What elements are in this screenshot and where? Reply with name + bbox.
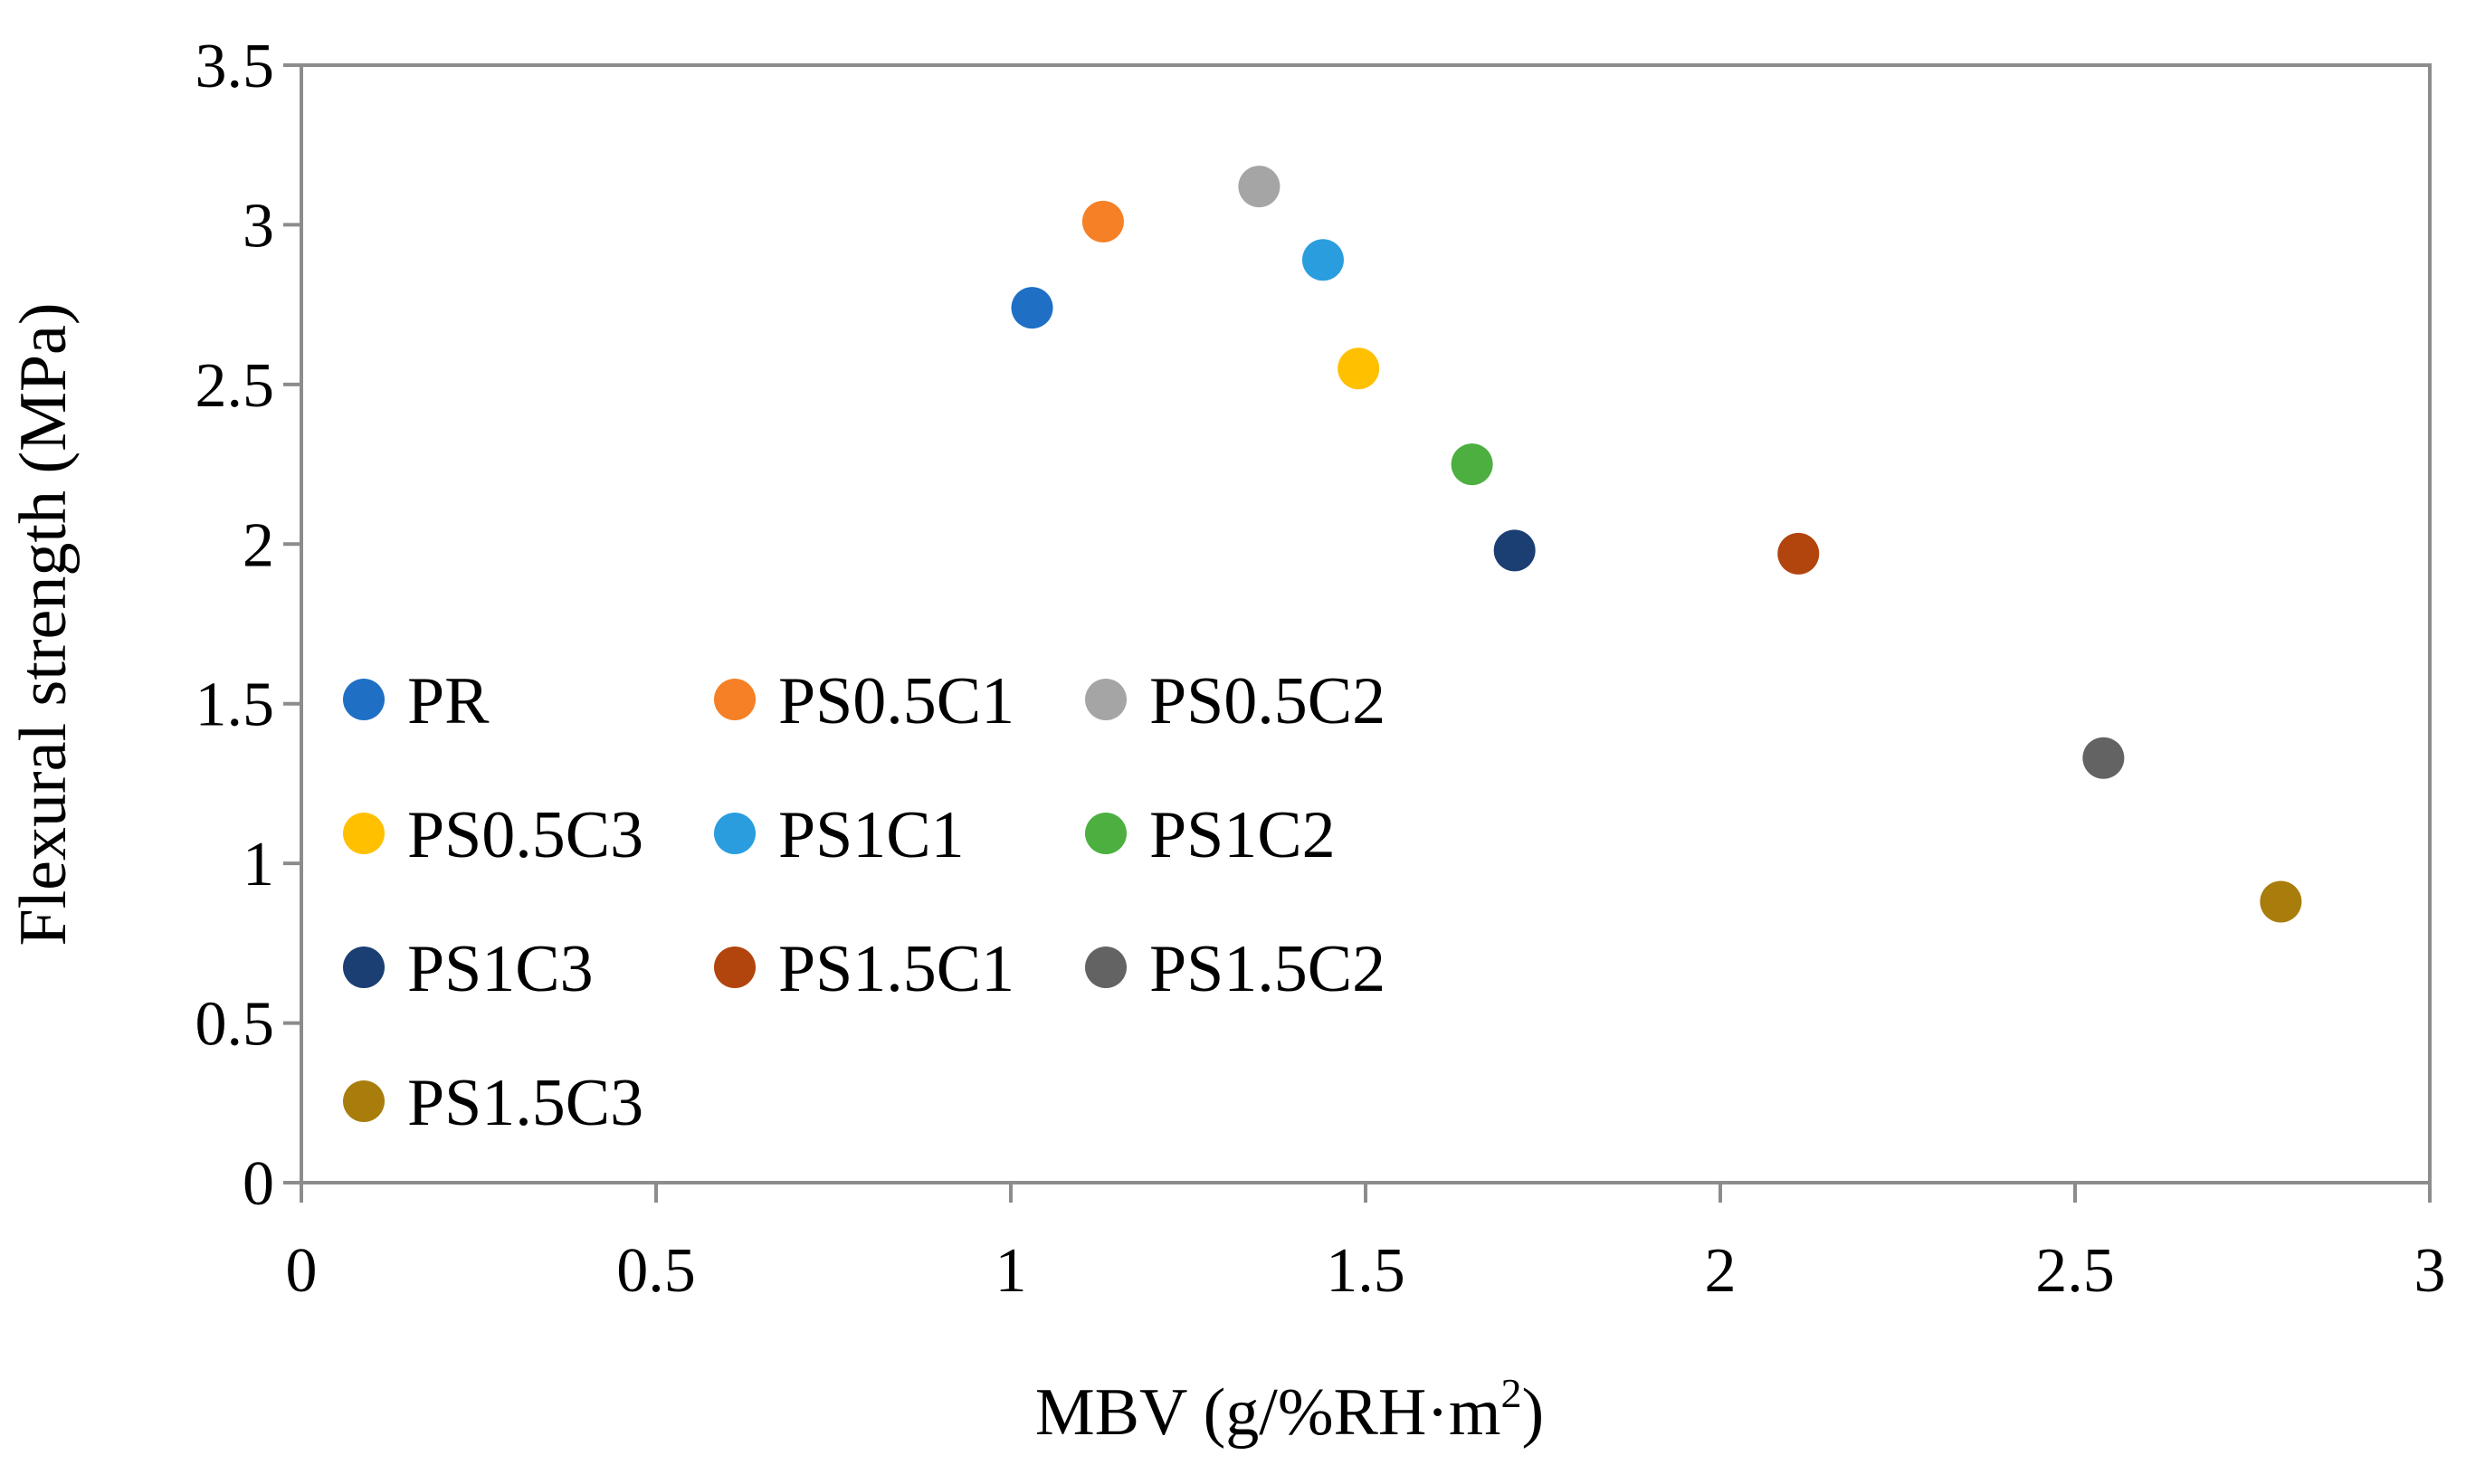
legend-label: PS1C2 xyxy=(1149,798,1336,872)
y-tick-label: 3.5 xyxy=(195,32,275,101)
y-tick-label: 0 xyxy=(243,1149,274,1219)
data-point xyxy=(1238,166,1281,208)
y-tick-label: 2.5 xyxy=(195,351,275,421)
y-tick-label: 3 xyxy=(243,191,274,261)
legend-marker xyxy=(1085,813,1127,854)
y-tick-label: 2 xyxy=(243,510,274,580)
x-tick-label: 0.5 xyxy=(616,1236,696,1306)
x-tick-label: 1.5 xyxy=(1326,1236,1405,1306)
x-axis-title: MBV (g/%RH·m2) xyxy=(1035,1370,1544,1450)
legend-marker xyxy=(343,813,385,854)
legend-label: PS1.5C2 xyxy=(1149,932,1385,1006)
plot-area-border xyxy=(300,63,2432,1184)
y-axis: 0 0.5 1 1.5 2 2.5 3 3.5 xyxy=(195,32,301,1219)
legend-marker xyxy=(1085,679,1127,720)
legend-label: PS0.5C2 xyxy=(1149,664,1385,738)
legend-marker xyxy=(714,813,756,854)
y-tick-label: 1 xyxy=(243,830,274,899)
legend-marker xyxy=(343,947,385,988)
legend-label: PR xyxy=(407,664,490,738)
data-point xyxy=(1011,287,1053,329)
legend-label: PS0.5C3 xyxy=(407,798,643,872)
x-axis-title-main: MBV (g/%RH·m xyxy=(1035,1375,1501,1450)
x-tick-label: 2 xyxy=(1705,1236,1737,1306)
y-tick-label: 1.5 xyxy=(195,671,275,740)
data-point xyxy=(1777,532,1820,575)
legend-label: PS1C3 xyxy=(407,932,594,1006)
legend-marker xyxy=(1085,947,1127,988)
data-points xyxy=(1011,166,2302,923)
y-axis-title: Flexural strength (MPa) xyxy=(6,302,81,946)
y-tick-label: 0.5 xyxy=(195,990,275,1060)
legend-label: PS1.5C1 xyxy=(778,932,1014,1006)
x-axis: 0 0.5 1 1.5 2 2.5 3 xyxy=(286,1183,2446,1306)
legend-marker xyxy=(343,679,385,720)
legend-marker xyxy=(714,947,756,988)
x-axis-title-superscript: 2 xyxy=(1500,1370,1521,1416)
data-point xyxy=(1451,443,1493,486)
x-axis-title-close: ) xyxy=(1521,1375,1544,1450)
data-point xyxy=(1081,200,1124,243)
x-tick-label: 0 xyxy=(286,1236,318,1306)
data-point xyxy=(2260,880,2302,923)
data-point xyxy=(1493,529,1536,572)
legend-label: PS1.5C3 xyxy=(407,1066,643,1140)
x-tick-label: 1 xyxy=(995,1236,1027,1306)
legend-marker xyxy=(343,1080,385,1122)
legend: PR PS0.5C1 PS0.5C2 PS0.5C3 PS1C1 PS1C2 PS1C3 PS… xyxy=(343,664,1385,1140)
data-point xyxy=(1338,347,1380,390)
legend-marker xyxy=(714,679,756,720)
x-tick-label: 2.5 xyxy=(2035,1236,2115,1306)
data-point xyxy=(1301,239,1344,281)
data-point xyxy=(2082,737,2125,779)
legend-label: PS1C1 xyxy=(778,798,965,872)
x-tick-label: 3 xyxy=(2414,1236,2446,1306)
legend-label: PS0.5C1 xyxy=(778,664,1014,738)
